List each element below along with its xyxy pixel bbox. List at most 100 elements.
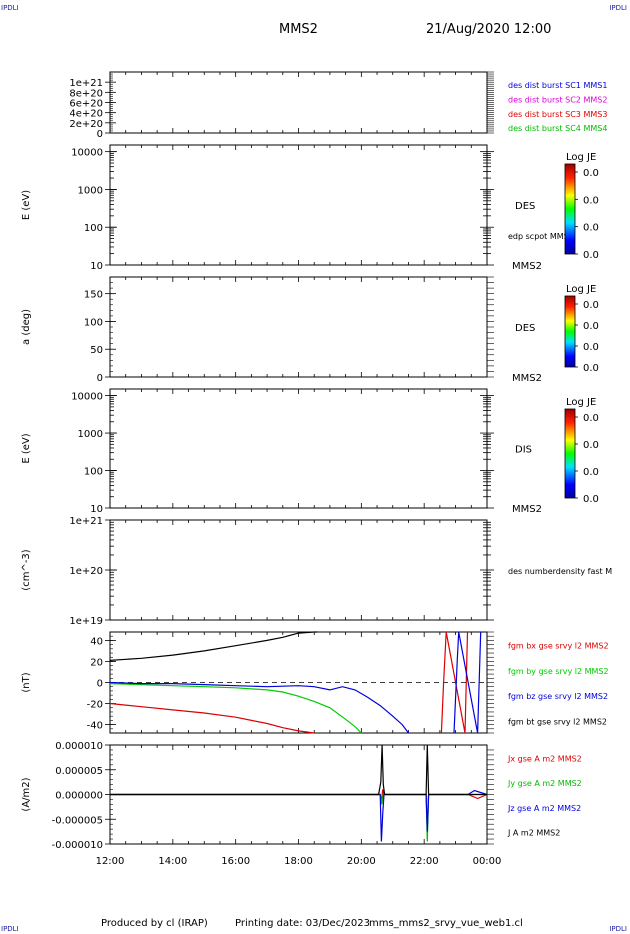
y-tick-label: 100 bbox=[84, 467, 103, 478]
x-tick-label: 00:00 bbox=[473, 856, 502, 867]
y-tick-label: 0 bbox=[97, 129, 103, 140]
colorbar-title: Log JE bbox=[566, 284, 596, 295]
legend-entry: des dist burst SC1 MMS1 bbox=[508, 81, 607, 90]
y-tick-label: 50 bbox=[90, 345, 103, 356]
colorbar bbox=[564, 163, 576, 255]
legend-entry: Jz gse A m2 MMS2 bbox=[507, 804, 581, 813]
y-tick-label: 0 bbox=[97, 679, 103, 690]
instrument-label: DIS bbox=[515, 445, 532, 456]
colorbar-tick-label: 0.0 bbox=[583, 494, 599, 505]
spacecraft-label: MMS2 bbox=[512, 504, 542, 515]
corner-label-bottom-left: IPDLI bbox=[1, 925, 19, 933]
colorbar-tick-label: 0.0 bbox=[583, 300, 599, 311]
x-tick-label: 20:00 bbox=[347, 856, 376, 867]
y-tick-label: -0.000005 bbox=[52, 815, 103, 826]
y-tick-label: 1000 bbox=[78, 429, 103, 440]
colorbar-tick-label: 0.0 bbox=[583, 250, 599, 261]
series-line bbox=[109, 631, 482, 734]
series-line bbox=[109, 631, 318, 661]
legend-entry: des dist burst SC3 MMS3 bbox=[508, 110, 607, 119]
colorbar-tick-label: 0.0 bbox=[583, 342, 599, 353]
series-line bbox=[109, 631, 469, 734]
y-axis-label: a (deg) bbox=[21, 309, 32, 345]
panel-frame bbox=[109, 71, 488, 134]
y-tick-label: 2e+20 bbox=[69, 119, 103, 130]
y-tick-label: -0.000010 bbox=[52, 840, 103, 851]
x-tick-label: 22:00 bbox=[410, 856, 439, 867]
x-tick-label: 18:00 bbox=[284, 856, 313, 867]
footer-printing-date: Printing date: 03/Dec/2023 bbox=[235, 918, 371, 929]
colorbar-tick-label: 0.0 bbox=[583, 363, 599, 374]
extra-label: edp scpot MMS2 bbox=[508, 232, 574, 241]
y-axis-label: E (eV) bbox=[21, 433, 32, 463]
panel-frame bbox=[109, 144, 488, 266]
figure-datetime: 21/Aug/2020 12:00 bbox=[426, 22, 552, 37]
legend-entry: des numberdensity fast M bbox=[508, 567, 612, 576]
series-line bbox=[110, 789, 488, 830]
y-tick-label: -20 bbox=[87, 700, 103, 711]
colorbar bbox=[564, 295, 576, 368]
y-tick-label: 1e+19 bbox=[69, 616, 103, 627]
series-line bbox=[110, 789, 488, 842]
y-tick-label: 10 bbox=[90, 504, 103, 515]
y-tick-label: 0.000000 bbox=[55, 791, 103, 802]
instrument-label: DES bbox=[515, 323, 535, 334]
y-tick-label: 1000 bbox=[78, 185, 103, 196]
colorbar-tick-label: 0.0 bbox=[583, 321, 599, 332]
y-tick-label: 10000 bbox=[71, 148, 103, 159]
legend-entry: des dist burst SC2 MMS2 bbox=[508, 95, 607, 104]
colorbar-title: Log JE bbox=[566, 397, 596, 408]
y-tick-label: 100 bbox=[84, 317, 103, 328]
y-tick-label: 0 bbox=[97, 373, 103, 384]
legend-entry: Jy gse A m2 MMS2 bbox=[507, 779, 582, 788]
colorbar-tick-label: 0.0 bbox=[583, 467, 599, 478]
y-tick-label: 0.000010 bbox=[55, 741, 103, 752]
legend-entry: Jx gse A m2 MMS2 bbox=[507, 754, 582, 763]
footer-filename: mms_mms2_srvy_vue_web1.cl bbox=[369, 918, 523, 929]
corner-label-top-right: IPDLI bbox=[609, 4, 627, 12]
spacecraft-label: MMS2 bbox=[512, 373, 542, 384]
y-tick-label: -40 bbox=[87, 721, 103, 732]
y-tick-label: 0.000005 bbox=[55, 766, 103, 777]
figure-title: MMS2 bbox=[279, 22, 318, 37]
y-tick-label: 20 bbox=[90, 657, 103, 668]
legend-entry: J A m2 MMS2 bbox=[507, 829, 560, 838]
y-tick-label: 1e+21 bbox=[69, 78, 103, 89]
y-tick-label: 100 bbox=[84, 223, 103, 234]
y-tick-label: 1e+20 bbox=[69, 566, 103, 577]
y-axis-label: E (eV) bbox=[21, 190, 32, 220]
x-tick-label: 16:00 bbox=[221, 856, 250, 867]
y-tick-label: 150 bbox=[84, 290, 103, 301]
y-tick-label: 6e+20 bbox=[69, 99, 103, 110]
y-axis-label: (cm^-3) bbox=[21, 549, 32, 590]
corner-label-bottom-right: IPDLI bbox=[609, 925, 627, 933]
panel-frame bbox=[109, 519, 488, 621]
colorbar-title: Log JE bbox=[566, 152, 596, 163]
y-tick-label: 40 bbox=[90, 636, 103, 647]
y-tick-label: 8e+20 bbox=[69, 88, 103, 99]
series-line bbox=[110, 793, 487, 842]
footer-produced-by: Produced by cl (IRAP) bbox=[101, 918, 208, 929]
series-line bbox=[109, 683, 362, 734]
legend-entry: fgm by gse srvy l2 MMS2 bbox=[508, 667, 609, 676]
y-axis-label: (nT) bbox=[21, 672, 32, 692]
instrument-label: DES bbox=[515, 201, 535, 212]
corner-label-top-left: IPDLI bbox=[1, 4, 19, 12]
legend-entry: des dist burst SC4 MMS4 bbox=[508, 124, 607, 133]
colorbar-tick-label: 0.0 bbox=[583, 440, 599, 451]
legend-entry: fgm bt gse srvy l2 MMS2 bbox=[508, 717, 607, 726]
spacecraft-label: MMS2 bbox=[512, 261, 542, 272]
x-tick-label: 12:00 bbox=[96, 856, 125, 867]
y-axis-label: (A/m2) bbox=[21, 777, 32, 811]
panel-frame bbox=[109, 276, 488, 378]
y-tick-label: 10000 bbox=[71, 392, 103, 403]
y-tick-label: 1e+21 bbox=[69, 516, 103, 527]
y-tick-label: 10 bbox=[90, 261, 103, 272]
x-tick-label: 14:00 bbox=[158, 856, 187, 867]
colorbar bbox=[564, 408, 576, 499]
legend-entry: fgm bz gse srvy l2 MMS2 bbox=[508, 692, 608, 701]
series-line bbox=[110, 744, 487, 796]
colorbar-tick-label: 0.0 bbox=[583, 168, 599, 179]
colorbar-tick-label: 0.0 bbox=[583, 223, 599, 234]
